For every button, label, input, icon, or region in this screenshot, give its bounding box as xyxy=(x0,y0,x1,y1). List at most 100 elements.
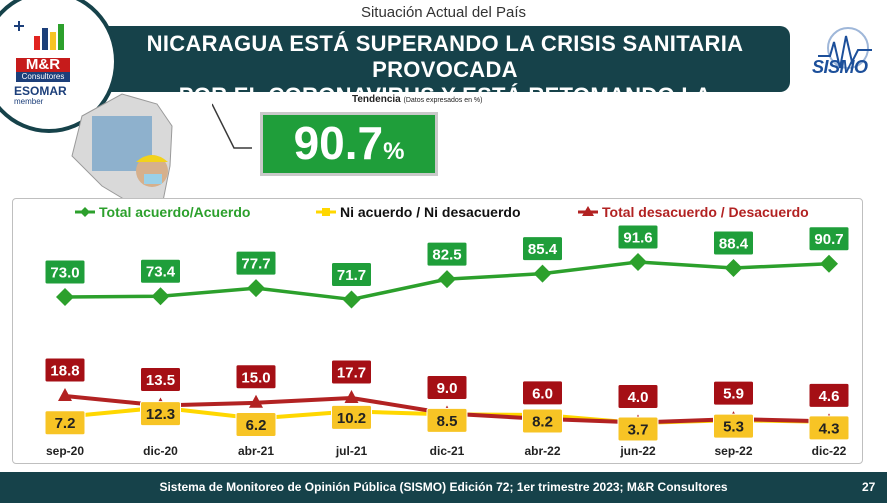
data-label-box-0-5 xyxy=(522,236,563,262)
data-label-box-2-4 xyxy=(426,375,468,401)
data-label-box-1-8 xyxy=(808,415,850,441)
data-label-box-0-3 xyxy=(331,261,372,287)
point-acuerdo-2 xyxy=(247,279,265,298)
x-tick-label-3: jul-21 xyxy=(335,444,368,458)
data-label-2-4: 9.0 xyxy=(437,380,458,397)
data-label-2-6: 4.0 xyxy=(628,389,649,406)
trend-value-number: 90.7 xyxy=(293,117,384,169)
data-label-1-8: 4.3 xyxy=(819,420,840,437)
data-label-1-1: 12.3 xyxy=(146,406,175,423)
legend-marker-1 xyxy=(322,208,330,216)
legend-marker-2 xyxy=(582,206,594,216)
data-label-2-8: 4.6 xyxy=(819,388,840,405)
legend-marker-0 xyxy=(80,207,90,217)
data-label-2-5: 6.0 xyxy=(532,385,553,402)
logo-brand: M&R xyxy=(16,57,70,72)
data-label-2-0: 18.8 xyxy=(50,363,79,380)
x-tick-label-5: abr-22 xyxy=(524,444,560,458)
data-label-box-2-5 xyxy=(522,380,563,406)
trend-value: 90.7% xyxy=(260,114,438,181)
data-label-0-8: 90.7 xyxy=(814,231,843,248)
data-label-box-0-2 xyxy=(235,250,277,276)
data-label-box-1-5 xyxy=(522,408,563,434)
trend-heading-label: Tendencia xyxy=(352,94,401,105)
bar-chart-logo-icon xyxy=(14,21,64,50)
data-label-1-4: 8.5 xyxy=(437,413,458,430)
data-label-2-1: 13.5 xyxy=(146,372,175,389)
data-label-1-3: 10.2 xyxy=(337,410,366,427)
data-label-0-5: 85.4 xyxy=(528,241,558,258)
trend-value-box xyxy=(260,112,438,176)
data-label-0-4: 82.5 xyxy=(432,247,461,264)
x-tick-label-0: sep-20 xyxy=(46,444,84,458)
legend-label-1: Ni acuerdo / Ni desacuerdo xyxy=(340,204,521,220)
x-tick-label-8: dic-22 xyxy=(812,444,847,458)
data-label-box-0-6 xyxy=(617,224,659,250)
x-tick-label-4: dic-21 xyxy=(430,444,465,458)
point-acuerdo-4 xyxy=(438,270,456,289)
point-acuerdo-6 xyxy=(629,253,647,271)
data-label-box-2-2 xyxy=(235,364,277,390)
trend-heading: Tendencia (Datos expresados en %) xyxy=(352,94,482,105)
point-desacuerdo-0 xyxy=(58,388,72,401)
x-tick-label-2: abr-21 xyxy=(238,444,274,458)
legend-label-2: Total desacuerdo / Desacuerdo xyxy=(602,204,809,220)
data-label-1-2: 6.2 xyxy=(246,417,267,434)
point-acuerdo-1 xyxy=(151,287,170,306)
point-acuerdo-8 xyxy=(820,254,838,273)
x-tick-label-6: jun-22 xyxy=(619,444,656,458)
nicaragua-map-photo xyxy=(71,93,173,207)
data-label-box-2-7 xyxy=(713,380,754,406)
point-acuerdo-7 xyxy=(724,259,743,278)
data-label-2-2: 15.0 xyxy=(241,369,270,386)
data-label-box-0-1 xyxy=(140,258,181,284)
logo-subtitle: Consultores xyxy=(16,72,70,82)
x-tick-label-7: sep-22 xyxy=(714,444,752,458)
data-label-box-1-6 xyxy=(617,416,659,442)
footer-bar xyxy=(0,472,887,503)
point-acuerdo-5 xyxy=(533,264,552,283)
data-label-box-2-6 xyxy=(617,383,659,409)
data-label-1-5: 8.2 xyxy=(532,413,553,430)
data-label-box-1-3 xyxy=(331,404,372,430)
data-label-0-0: 73.0 xyxy=(50,265,79,282)
point-desacuerdo-3 xyxy=(344,389,359,403)
point-desacuerdo-2 xyxy=(249,394,263,408)
section-title: Situación Actual del País xyxy=(360,4,527,21)
data-label-1-6: 3.7 xyxy=(628,422,649,439)
headline-banner xyxy=(100,26,790,92)
data-label-box-1-0 xyxy=(44,410,86,436)
data-label-box-0-8 xyxy=(808,226,850,252)
data-label-box-2-3 xyxy=(331,359,372,385)
point-acuerdo-0 xyxy=(56,288,74,306)
data-label-box-0-0 xyxy=(44,259,86,285)
legend-label-0: Total acuerdo/Acuerdo xyxy=(99,204,250,220)
data-label-0-7: 88.4 xyxy=(719,236,749,253)
data-label-box-0-4 xyxy=(426,241,468,267)
esomar-member-label: member xyxy=(14,97,44,106)
data-label-2-3: 17.7 xyxy=(337,364,366,381)
data-label-box-1-7 xyxy=(713,413,754,439)
point-acuerdo-3 xyxy=(342,290,361,309)
trend-connector-line xyxy=(212,103,252,149)
esomar-label: ESOMAR xyxy=(14,84,67,98)
data-label-2-7: 5.9 xyxy=(723,386,744,403)
data-label-0-6: 91.6 xyxy=(623,230,652,247)
data-label-box-2-8 xyxy=(808,382,850,408)
data-label-1-0: 7.2 xyxy=(55,415,76,432)
data-label-0-3: 71.7 xyxy=(337,267,366,284)
data-label-box-1-2 xyxy=(235,412,277,438)
page-number: 27 xyxy=(862,480,876,494)
data-label-box-1-1 xyxy=(140,401,181,427)
data-label-0-1: 73.4 xyxy=(146,264,176,281)
data-label-box-1-4 xyxy=(426,407,468,433)
footer-source: Sistema de Monitoreo de Opinión Pública … xyxy=(159,480,728,494)
data-label-box-2-0 xyxy=(44,357,86,383)
headline-line-1: NICARAGUA ESTÁ SUPERANDO LA CRISIS SANIT… xyxy=(146,31,744,82)
trend-value-unit: % xyxy=(383,138,405,165)
data-label-box-0-7 xyxy=(713,230,754,256)
x-tick-label-1: dic-20 xyxy=(143,444,178,458)
top-strip xyxy=(0,0,887,26)
sismo-logo-text: SISMO xyxy=(812,57,868,77)
